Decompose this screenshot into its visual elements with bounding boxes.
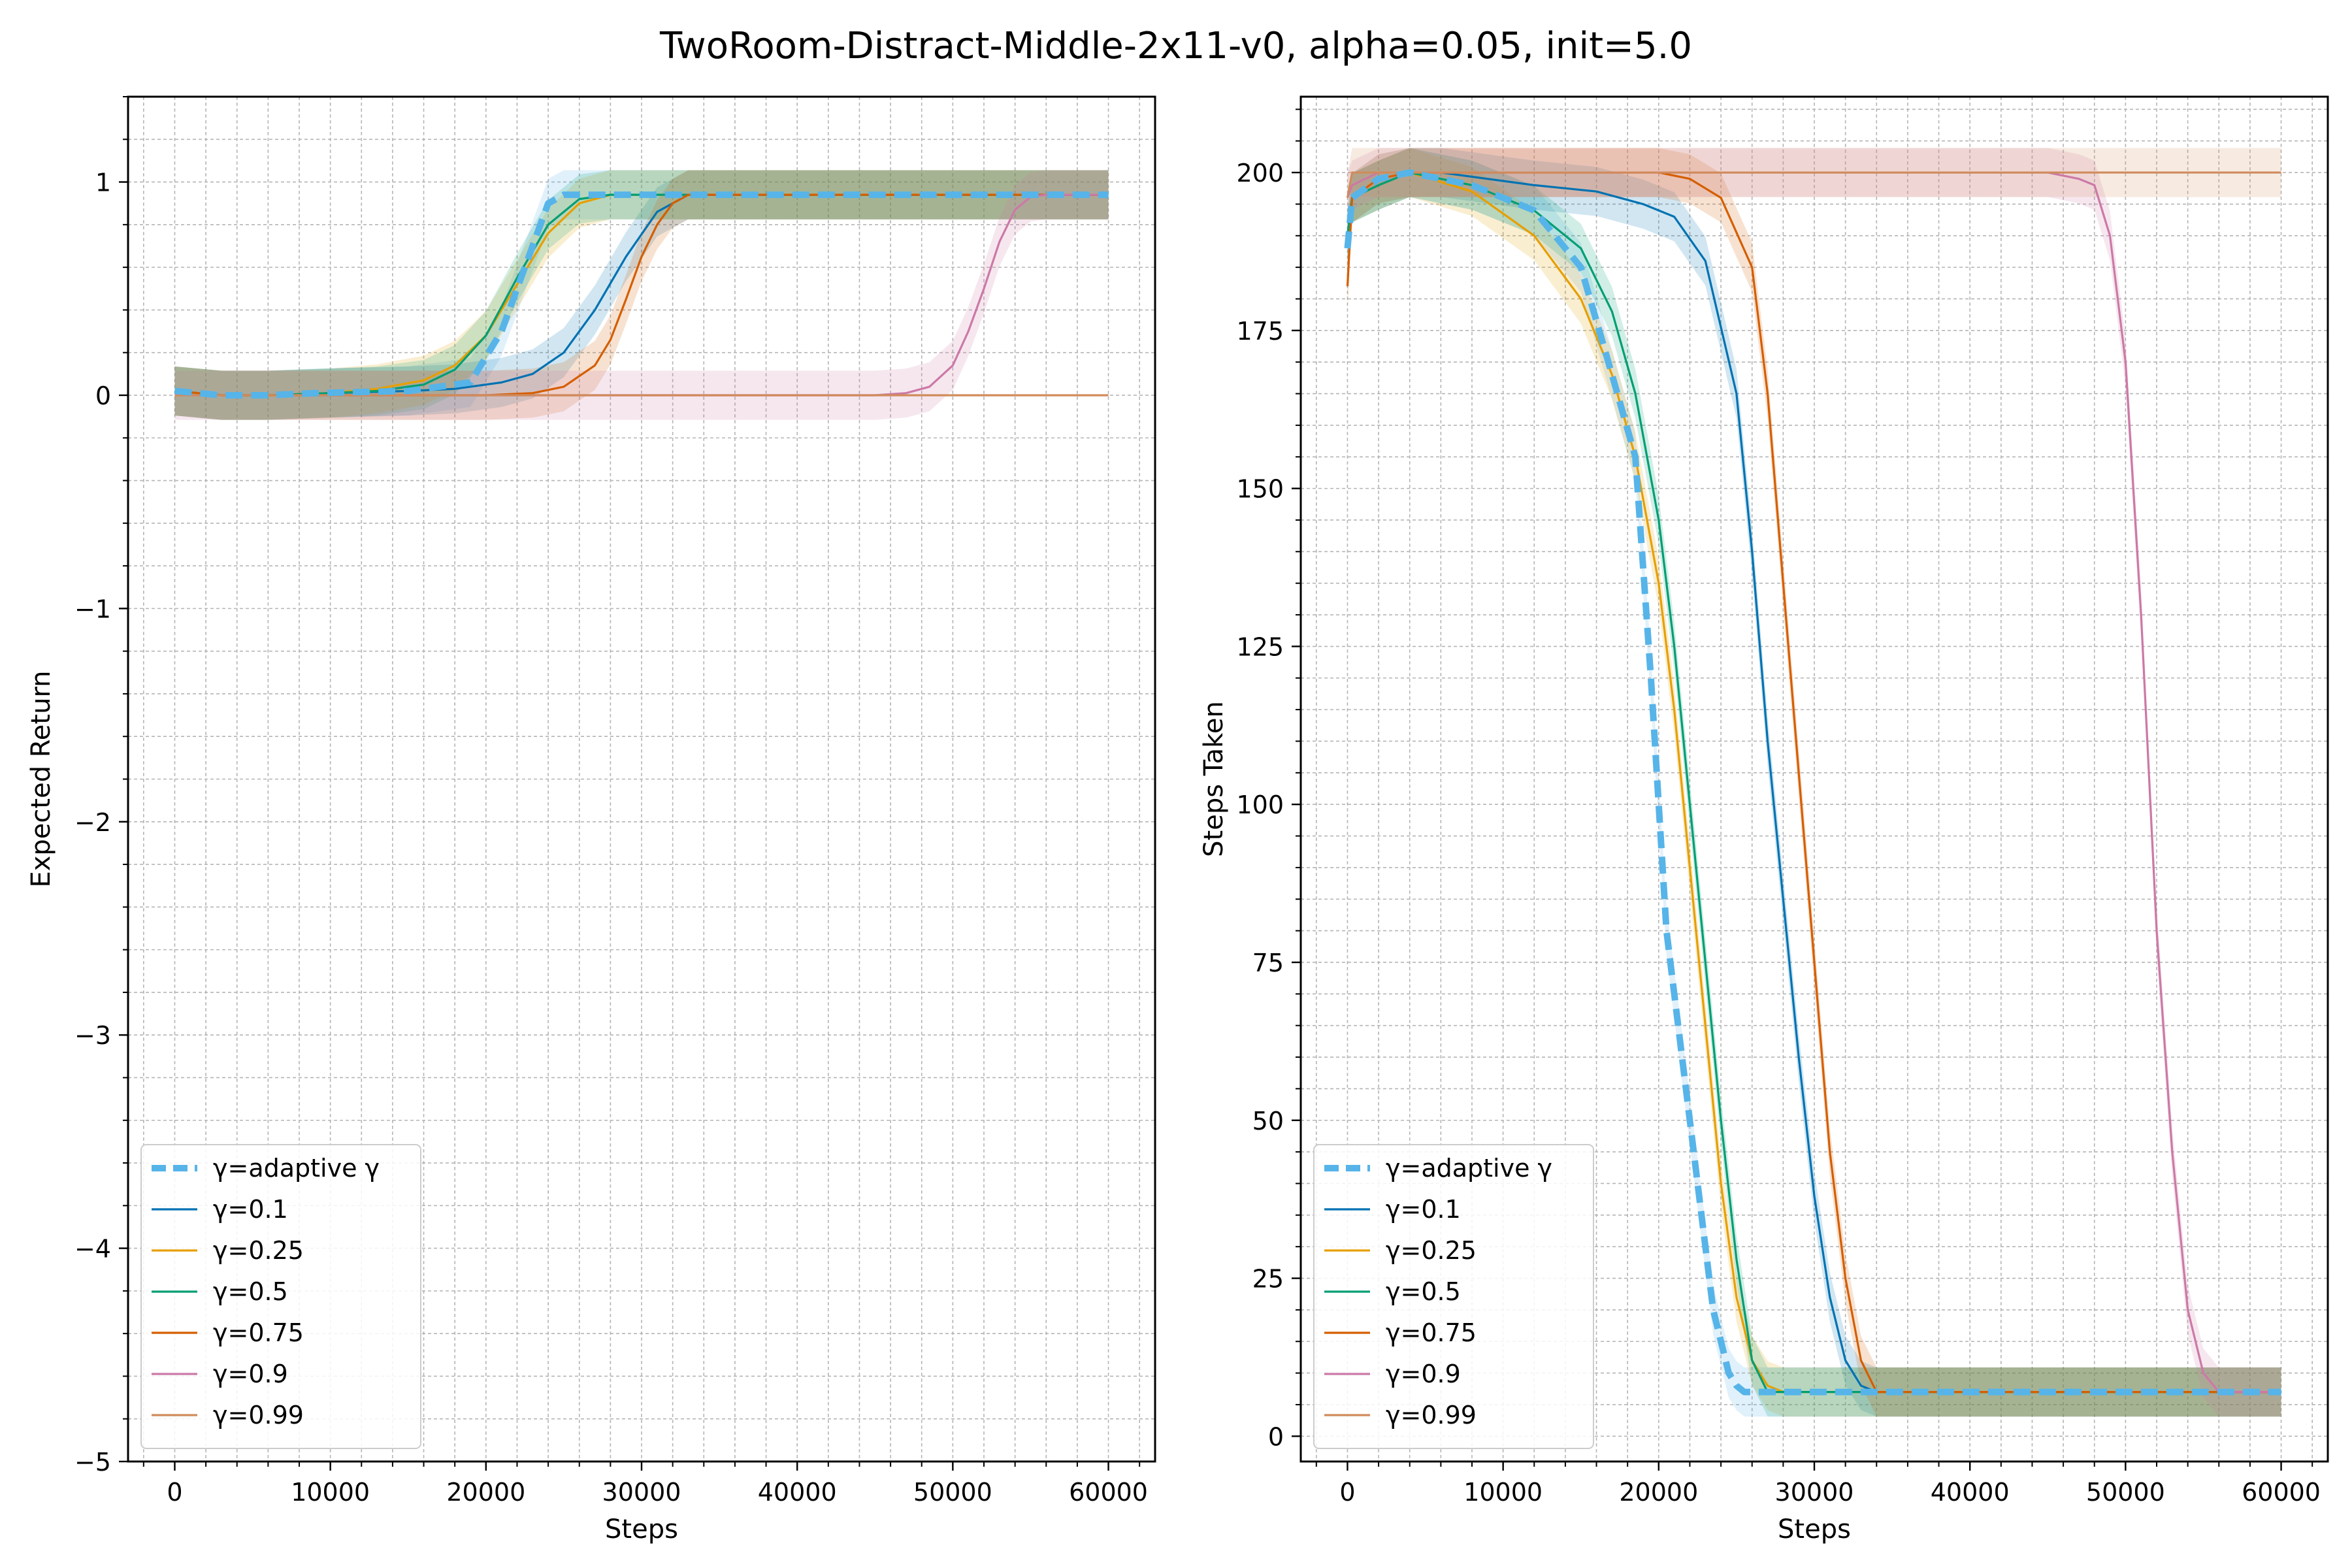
legend-label-4: γ=0.75 [213, 1318, 304, 1347]
chart-panel-2: 0 10000 20000 30000 40000 50000 60000 0 25 50 75 10… [1199, 95, 2329, 1544]
x-axis-label: Steps [605, 1514, 678, 1544]
x-tick-label: 50000 [2086, 1478, 2165, 1507]
series-line-0 [174, 191, 1109, 399]
y-tick-label: 50 [1252, 1107, 1284, 1135]
y-tick-label: 125 [1236, 632, 1284, 661]
x-tick-label: 30000 [602, 1478, 681, 1507]
x-axis-label: Steps [1778, 1514, 1851, 1544]
x-tick-label: 10000 [1463, 1478, 1543, 1507]
legend-label-3: γ=0.5 [213, 1277, 288, 1306]
legend-label-5: γ=0.9 [1386, 1360, 1461, 1388]
y-tick-label: −4 [74, 1235, 111, 1264]
y-tick-label: −1 [74, 595, 111, 623]
legend-label-4: γ=0.75 [1386, 1318, 1477, 1347]
figure-title: TwoRoom-Distract-Middle-2x11-v0, alpha=0… [659, 25, 1693, 67]
legend-label-6: γ=0.99 [1386, 1401, 1477, 1429]
x-tick-label: 10000 [291, 1478, 370, 1507]
legend-label-0: γ=adaptive γ [213, 1154, 380, 1183]
x-tick-label: 0 [167, 1478, 182, 1507]
x-tick-label: 50000 [913, 1478, 992, 1507]
legend-label-0: γ=adaptive γ [1386, 1154, 1552, 1183]
x-tick-label: 60000 [2242, 1478, 2321, 1507]
y-tick-label: 0 [95, 382, 111, 410]
plot-area [174, 170, 1109, 420]
legend-label-1: γ=0.1 [1386, 1195, 1461, 1224]
y-tick-label: 1 [95, 169, 111, 197]
y-tick-label: 175 [1236, 317, 1284, 346]
x-tick-label: 60000 [1069, 1478, 1148, 1507]
y-tick-label: 100 [1236, 791, 1284, 819]
legend-label-3: γ=0.5 [1386, 1277, 1461, 1306]
y-tick-label: 75 [1252, 949, 1284, 977]
series-band-5 [1347, 148, 2281, 1417]
legend-box [140, 1144, 421, 1449]
y-tick-label: 0 [1268, 1422, 1284, 1451]
y-tick-label: 150 [1236, 475, 1284, 504]
legend-label-1: γ=0.1 [213, 1195, 288, 1224]
legend-box [1313, 1144, 1594, 1449]
legend-label-5: γ=0.9 [213, 1360, 288, 1388]
x-tick-label: 20000 [446, 1478, 525, 1507]
y-tick-label: −5 [74, 1448, 111, 1477]
legend: γ=adaptive γ γ=0.1 γ=0.25 γ=0.5 γ=0.75 γ=0.9 γ… [140, 1144, 421, 1449]
x-tick-label: 30000 [1775, 1478, 1854, 1507]
series-band-6 [1347, 148, 2281, 223]
y-tick-label: −3 [74, 1021, 111, 1050]
x-tick-label: 40000 [1931, 1478, 2010, 1507]
y-axis-label: Steps Taken [1199, 701, 1229, 857]
legend: γ=adaptive γ γ=0.1 γ=0.25 γ=0.5 γ=0.75 γ=0.9 γ… [1313, 1144, 1594, 1449]
x-tick-label: 40000 [758, 1478, 837, 1507]
grid [128, 97, 1155, 1462]
series-line-6 [1346, 171, 2281, 199]
y-tick-label: 25 [1252, 1265, 1284, 1294]
series-line-0 [1344, 169, 2281, 1396]
legend-label-2: γ=0.25 [213, 1236, 304, 1265]
plot-area [1344, 148, 2281, 1417]
x-tick-label: 0 [1339, 1478, 1355, 1507]
legend-label-6: γ=0.99 [213, 1401, 304, 1429]
chart-panel-1: 0 10000 20000 30000 40000 50000 60000 −5 −4 −3 −2 −… [26, 95, 1156, 1544]
y-tick-label: −2 [74, 808, 111, 837]
y-tick-label: 200 [1236, 159, 1284, 188]
x-tick-label: 20000 [1619, 1478, 1698, 1507]
y-axis-label: Expected Return [26, 670, 56, 887]
legend-label-2: γ=0.25 [1386, 1236, 1477, 1265]
